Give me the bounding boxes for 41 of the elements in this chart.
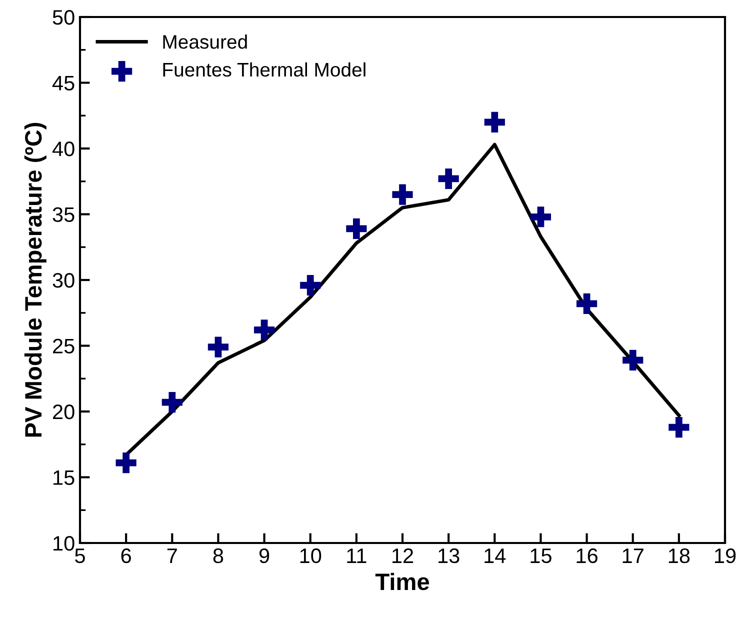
x-tick-label: 15 xyxy=(530,548,552,564)
point xyxy=(668,416,690,438)
y-tick-label: 30 xyxy=(52,273,74,288)
y-tick-label: 25 xyxy=(53,338,74,354)
point xyxy=(392,184,413,205)
point xyxy=(438,168,459,190)
x-tick-label: 16 xyxy=(576,548,598,564)
y-tick-label: 40 xyxy=(52,142,74,156)
x-tick-label: 18 xyxy=(668,548,690,564)
legend-label: Fuentes Thermal Model xyxy=(163,62,366,77)
y-tick-label: 45 xyxy=(52,76,74,91)
y-tick-label: 15 xyxy=(54,470,74,486)
x-tick-label: 12 xyxy=(392,548,414,563)
point xyxy=(530,206,552,228)
point xyxy=(116,452,136,474)
x-tick-label: 7 xyxy=(167,548,177,563)
point xyxy=(208,336,229,358)
x-tick-label: 9 xyxy=(259,548,270,564)
legend-label: Measured xyxy=(163,34,247,49)
x-tick-label: 8 xyxy=(213,548,224,564)
x-tick-label: 17 xyxy=(622,548,644,563)
x-tick-label: 6 xyxy=(121,548,131,564)
y-axis-title: PV Module Temperature (ºC) xyxy=(24,122,46,437)
point xyxy=(162,392,182,413)
y-tick-label: 35 xyxy=(52,207,74,222)
y-tick-label: 10 xyxy=(54,536,74,551)
point xyxy=(622,350,644,371)
x-tick-label: 14 xyxy=(484,548,506,563)
point xyxy=(484,112,505,132)
x-axis-title: Time xyxy=(375,572,430,590)
x-tick-label: 19 xyxy=(715,548,736,564)
x-tick-label: 11 xyxy=(347,548,366,563)
x-tick-label: 10 xyxy=(300,548,322,564)
y-tick-label: 50 xyxy=(52,10,74,25)
point xyxy=(300,274,321,296)
point xyxy=(254,320,275,340)
x-tick-label: 5 xyxy=(75,548,85,564)
y-tick-label: 20 xyxy=(53,404,74,420)
point xyxy=(576,293,598,314)
point xyxy=(346,218,367,240)
x-tick-label: 13 xyxy=(438,548,460,564)
